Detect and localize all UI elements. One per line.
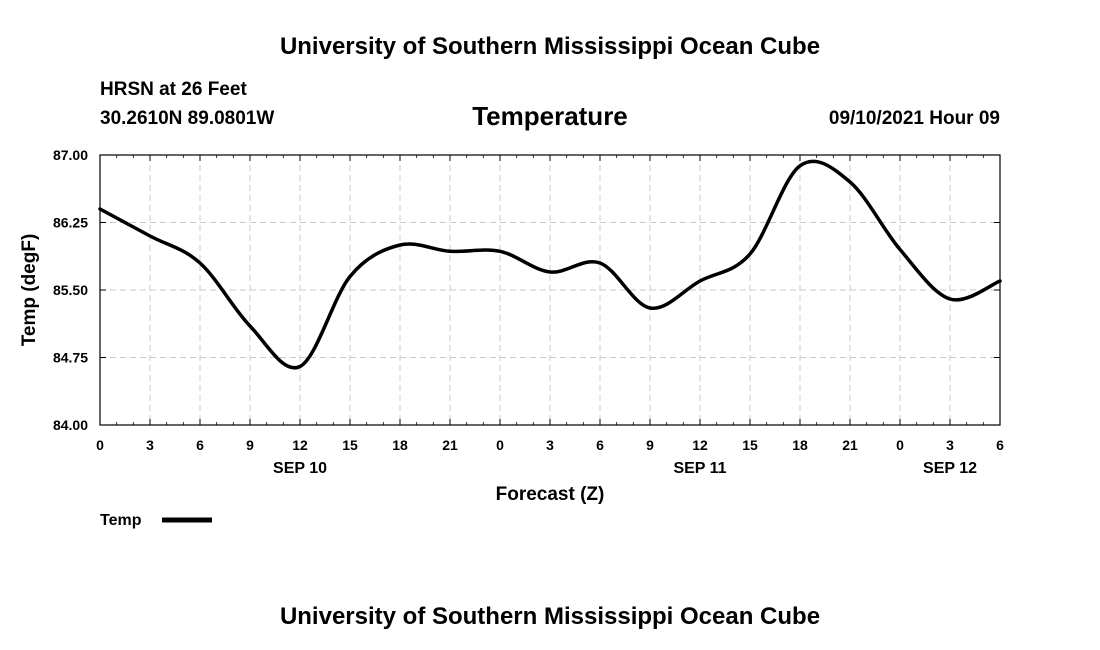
x-tick-label: 6	[596, 437, 604, 453]
plot-frame	[99, 154, 1001, 426]
temp-series-line	[98, 159, 1002, 370]
legend-label: Temp	[100, 512, 142, 529]
x-tick-label: 18	[392, 437, 408, 453]
x-tick-label: 6	[996, 437, 1004, 453]
x-tick-label: 15	[742, 437, 758, 453]
x-tick-label: 0	[96, 437, 104, 453]
station-label: HRSN at 26 Feet	[100, 79, 247, 100]
bottom-title: University of Southern Mississippi Ocean…	[280, 603, 820, 630]
y-tick-labels: 84.00 84.75 85.50 86.25 87.00	[53, 147, 88, 433]
x-tick-label: 21	[442, 437, 458, 453]
x-tick-label: 12	[692, 437, 708, 453]
y-tick-label: 87.00	[53, 147, 88, 163]
x-tick-label: 3	[946, 437, 954, 453]
x-tick-label: 9	[246, 437, 254, 453]
x-tick-label: 15	[342, 437, 358, 453]
date-label: SEP 12	[923, 460, 977, 477]
location-label: 30.2610N 89.0801W	[100, 108, 274, 129]
x-tick-label: 0	[896, 437, 904, 453]
top-title: University of Southern Mississippi Ocean…	[280, 33, 820, 60]
y-tick-label: 84.00	[53, 417, 88, 433]
y-tick-label: 86.25	[53, 215, 88, 231]
x-tick-label: 3	[146, 437, 154, 453]
x-tick-labels: 0 3 6 9 12 15 18 21 0 3 6 9 12 15 18 21 0 3 6	[96, 437, 1004, 453]
x-axis-label: Forecast (Z)	[496, 484, 605, 505]
x-tick-label: 6	[196, 437, 204, 453]
x-tick-label: 18	[792, 437, 808, 453]
datetime-label: 09/10/2021 Hour 09	[829, 108, 1000, 129]
y-tick-label: 85.50	[53, 282, 88, 298]
x-tick-label: 21	[842, 437, 858, 453]
date-label: SEP 11	[673, 460, 726, 477]
x-tick-label: 9	[646, 437, 654, 453]
chart-title: Temperature	[472, 101, 628, 131]
y-axis-label: Temp (degF)	[19, 234, 40, 347]
x-tick-label: 3	[546, 437, 554, 453]
date-label: SEP 10	[273, 460, 327, 477]
x-tick-label: 0	[496, 437, 504, 453]
x-tick-label: 12	[292, 437, 308, 453]
date-labels: SEP 10 SEP 11 SEP 12	[273, 460, 977, 477]
y-tick-label: 84.75	[53, 350, 88, 366]
grid-lines	[100, 155, 1000, 425]
